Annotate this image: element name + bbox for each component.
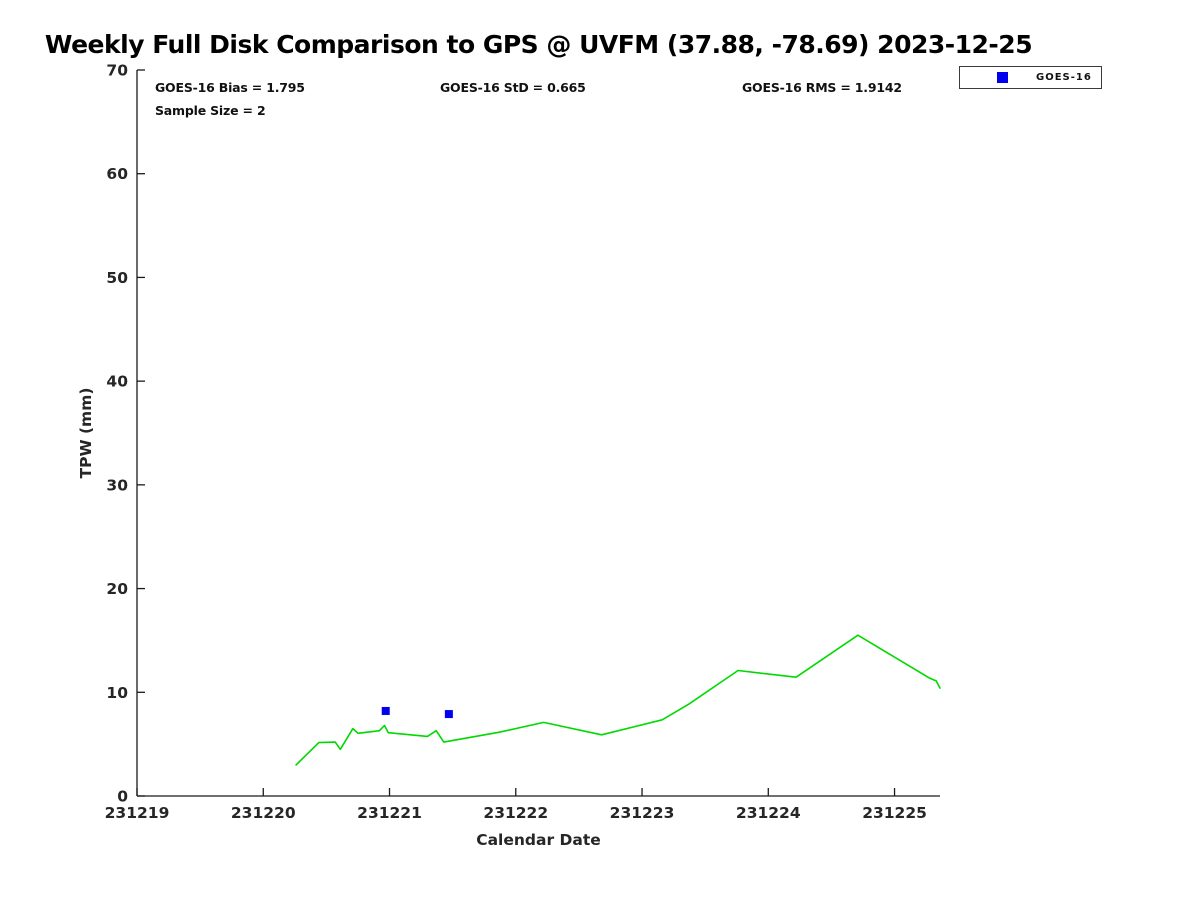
x-tick-label: 231221 (357, 804, 422, 822)
stat-rms: GOES-16 RMS = 1.9142 (742, 80, 902, 95)
legend-entry-label: GOES-16 (1036, 72, 1092, 83)
y-tick-label: 50 (106, 269, 128, 287)
x-tick-label: 231222 (483, 804, 548, 822)
legend-square-marker-icon (997, 72, 1008, 83)
x-tick-label: 231225 (862, 804, 927, 822)
y-tick-label: 60 (106, 165, 128, 183)
y-tick-label: 20 (106, 580, 128, 598)
x-tick-label: 231224 (736, 804, 801, 822)
y-tick-label: 40 (106, 373, 128, 391)
y-tick-label: 30 (106, 476, 128, 494)
stat-sample-size: Sample Size = 2 (155, 103, 266, 118)
x-tick-label: 231220 (231, 804, 296, 822)
legend: GOES-16 (959, 66, 1102, 89)
x-axis-label: Calendar Date (476, 831, 601, 849)
y-tick-label: 70 (106, 62, 128, 80)
goes16-marker (444, 710, 453, 719)
x-tick-label: 231219 (105, 804, 170, 822)
chart-title: Weekly Full Disk Comparison to GPS @ UVF… (44, 30, 1033, 59)
y-tick-label: 0 (117, 788, 128, 806)
goes16-marker (381, 706, 390, 715)
stat-bias: GOES-16 Bias = 1.795 (155, 80, 305, 95)
stat-std: GOES-16 StD = 0.665 (440, 80, 586, 95)
y-axis-label: TPW (mm) (77, 387, 95, 479)
gps-line (295, 634, 941, 766)
y-tick-label: 10 (106, 684, 128, 702)
x-tick-label: 231223 (610, 804, 675, 822)
